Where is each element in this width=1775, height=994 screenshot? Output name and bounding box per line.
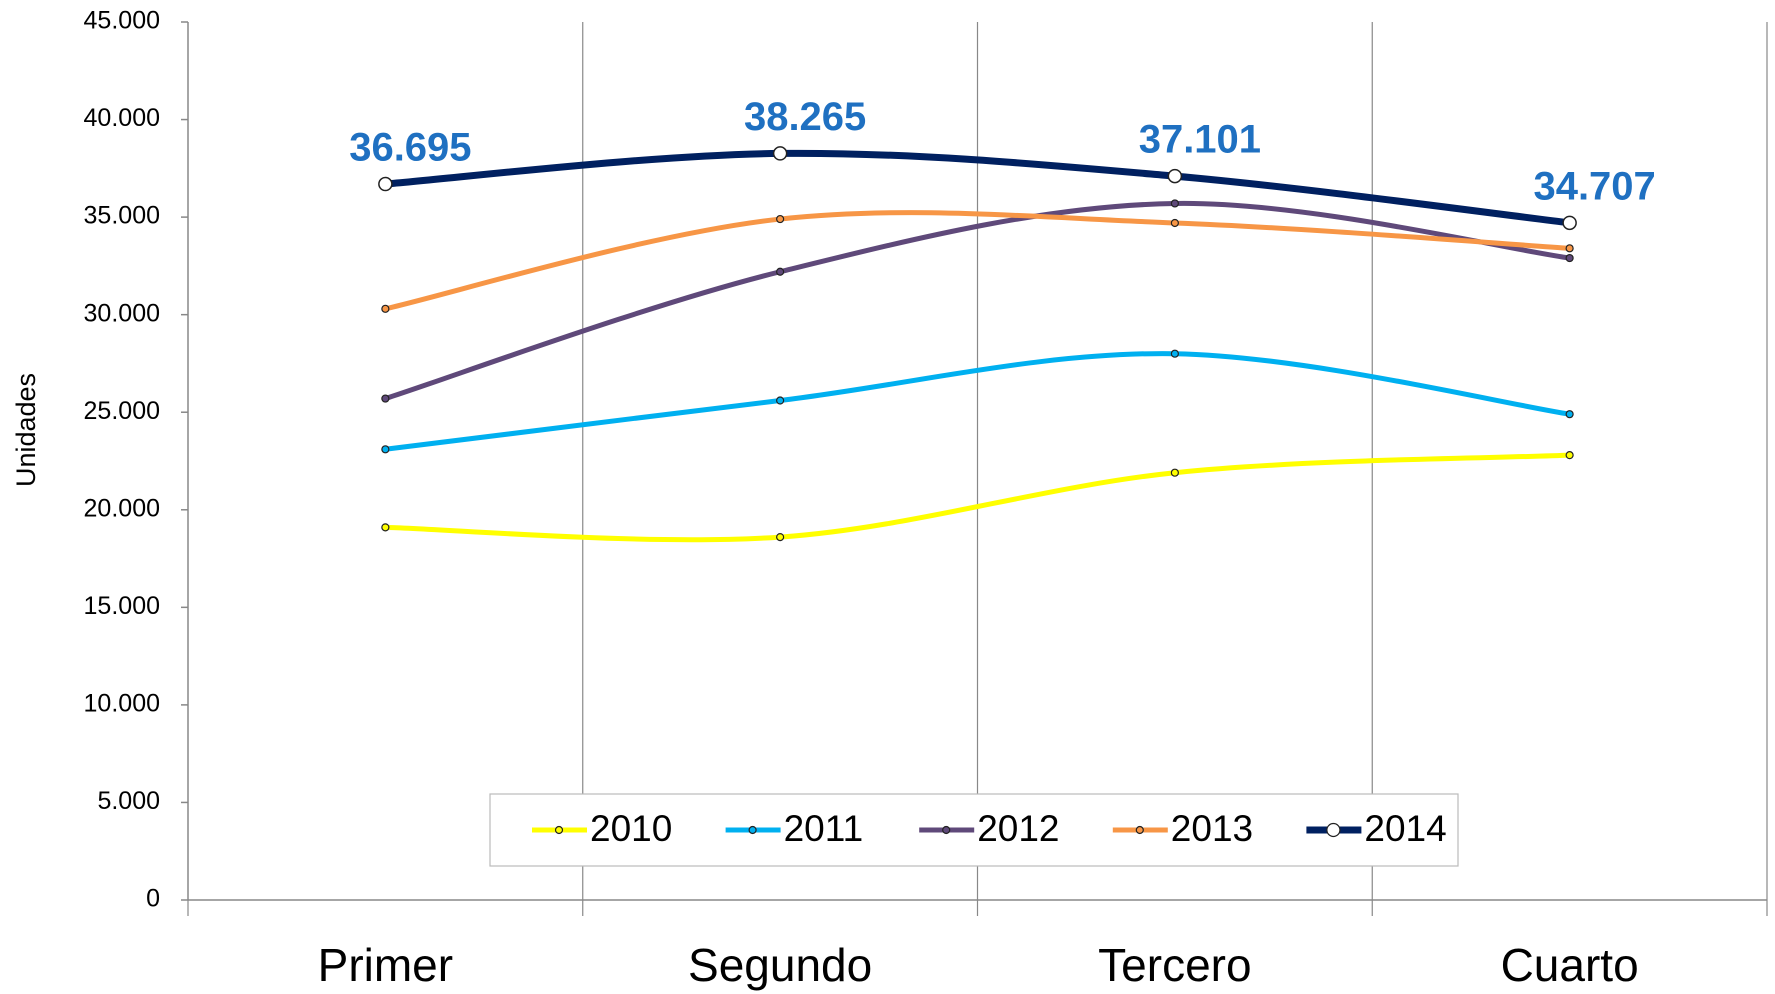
legend-label: 2010 bbox=[590, 808, 672, 849]
point-marker bbox=[776, 396, 785, 405]
y-tick-label: 5.000 bbox=[97, 787, 160, 815]
data-label: 37.101 bbox=[1139, 118, 1261, 162]
point-marker bbox=[1565, 451, 1574, 460]
legend-marker bbox=[554, 825, 564, 835]
series-line bbox=[382, 351, 1573, 452]
point-marker bbox=[1170, 468, 1179, 477]
y-tick-label: 10.000 bbox=[84, 689, 160, 717]
point-marker bbox=[772, 146, 788, 161]
legend-marker bbox=[748, 825, 757, 835]
legend-marker bbox=[1326, 822, 1341, 838]
series-line bbox=[382, 210, 1573, 312]
y-tick-label: 35.000 bbox=[84, 202, 160, 230]
point-marker bbox=[776, 214, 785, 224]
point-marker bbox=[1565, 244, 1574, 253]
point-marker bbox=[381, 523, 390, 532]
point-marker bbox=[381, 445, 390, 454]
y-tick-label: 45.000 bbox=[84, 7, 160, 35]
point-marker bbox=[1170, 199, 1179, 208]
y-tick-label: 25.000 bbox=[84, 397, 160, 425]
point-marker bbox=[378, 176, 393, 192]
legend-label: 2012 bbox=[977, 808, 1059, 849]
x-tick-label: Cuarto bbox=[1501, 939, 1639, 991]
series-line bbox=[381, 149, 1574, 227]
legend-label: 2011 bbox=[784, 808, 864, 849]
point-marker bbox=[1170, 349, 1179, 358]
legend-marker bbox=[942, 825, 951, 835]
point-marker bbox=[1562, 215, 1577, 231]
data-label: 36.695 bbox=[349, 126, 471, 170]
y-tick-label: 40.000 bbox=[84, 104, 160, 132]
x-tick-label: Segundo bbox=[688, 939, 872, 991]
point-marker bbox=[1565, 410, 1574, 419]
data-label: 34.707 bbox=[1533, 164, 1655, 208]
legend-label: 2013 bbox=[1171, 808, 1253, 849]
x-tick-label: Primer bbox=[318, 939, 453, 991]
series-line bbox=[382, 452, 1573, 543]
y-axis-label: Unidades bbox=[11, 373, 41, 487]
legend-marker bbox=[1135, 825, 1144, 835]
point-marker bbox=[1170, 218, 1179, 228]
data-label: 38.265 bbox=[744, 95, 866, 139]
y-tick-label: 15.000 bbox=[84, 592, 160, 620]
y-tick-label: 20.000 bbox=[84, 494, 160, 522]
point-marker bbox=[381, 394, 390, 403]
y-tick-label: 30.000 bbox=[84, 299, 160, 327]
point-marker bbox=[381, 304, 390, 313]
point-marker bbox=[776, 267, 785, 276]
series-line bbox=[382, 200, 1573, 402]
x-tick-label: Tercero bbox=[1098, 939, 1251, 991]
point-marker bbox=[1167, 168, 1183, 184]
legend-label: 2014 bbox=[1364, 808, 1446, 849]
point-marker bbox=[1565, 253, 1574, 263]
y-tick-label: 0 bbox=[146, 885, 160, 913]
point-marker bbox=[776, 532, 785, 542]
